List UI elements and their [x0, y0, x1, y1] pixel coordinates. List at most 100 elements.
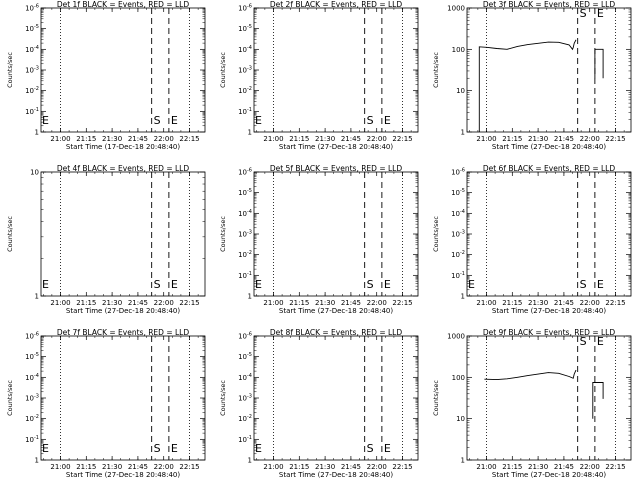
x-tick-label: 22:00: [367, 463, 387, 471]
y-tick-exponent: -1: [247, 271, 252, 277]
x-tick-label: 22:15: [392, 135, 412, 143]
x-tick-label: 21:00: [50, 463, 70, 471]
x-axis-label: Start Time (27-Dec-18 20:48:40): [66, 307, 180, 315]
x-tick-label: 21:00: [263, 463, 283, 471]
x-tick-label: 22:00: [580, 135, 600, 143]
y-tick-label: 10-1: [451, 271, 465, 280]
y-tick-label: 1: [461, 293, 465, 301]
x-tick-label: 21:30: [315, 463, 335, 471]
y-tick-exponent: -1: [34, 435, 39, 441]
x-tick-label: 22:00: [367, 135, 387, 143]
y-axis-label: Counts/sec: [6, 216, 14, 252]
y-tick-exponent: -2: [247, 414, 252, 420]
detector-panel: Det 9f BLACK = Events, RED = LLD 21:00 21:…: [432, 328, 632, 479]
plot-frame: [40, 7, 206, 133]
x-tick-label: 21:00: [476, 463, 496, 471]
y-tick-label: 10-3: [238, 230, 252, 239]
y-tick-label: 10-3: [451, 230, 465, 239]
y-tick-exponent: -2: [34, 414, 39, 420]
y-tick-label: 10-4: [238, 45, 252, 54]
y-tick-exponent: -6: [34, 4, 39, 10]
event-rate-line: [484, 369, 577, 381]
y-tick-exponent: -3: [460, 230, 465, 236]
y-tick-exponent: -5: [247, 352, 252, 358]
y-axis-label: Counts/sec: [432, 216, 440, 252]
y-tick-exponent: -3: [247, 394, 252, 400]
y-tick-exponent: -1: [247, 435, 252, 441]
y-tick-label: 10-6: [451, 168, 465, 177]
y-tick-exponent: -4: [34, 373, 39, 379]
x-tick-label: 22:15: [179, 135, 199, 143]
y-tick-label: 10-2: [238, 414, 252, 423]
marker-label: S: [367, 114, 374, 127]
x-tick-label: 21:15: [502, 299, 522, 307]
y-tick-exponent: -6: [247, 332, 252, 338]
y-tick-exponent: -2: [247, 250, 252, 256]
y-axis-label: Counts/sec: [219, 216, 227, 252]
x-tick-label: 22:15: [392, 299, 412, 307]
y-axis-label: Counts/sec: [219, 52, 227, 88]
marker-label: E: [597, 7, 604, 20]
y-axis-label: Counts/sec: [219, 380, 227, 416]
marker-label: S: [154, 278, 161, 291]
marker-label: E: [597, 335, 604, 348]
y-tick-label: 10-6: [238, 332, 252, 341]
detector-panel: Det 4f BLACK = Events, RED = LLD 21:00 21:…: [6, 164, 206, 315]
x-tick-label: 21:15: [502, 135, 522, 143]
y-tick-label: 10-1: [25, 435, 39, 444]
plot-frame: [40, 171, 206, 297]
x-tick-label: 21:30: [528, 299, 548, 307]
y-tick-exponent: -4: [460, 209, 465, 215]
x-axis-label: Start Time (17-Dec-18 20:48:40): [66, 143, 180, 151]
marker-label: E: [171, 442, 178, 455]
panel-title: Det 5f BLACK = Events, RED = LLD: [270, 164, 403, 173]
x-axis-label: Start Time (27-Dec-18 20:48:40): [66, 471, 180, 479]
x-tick-label: 22:15: [605, 135, 625, 143]
detector-panel: Det 7f BLACK = Events, RED = LLD 21:00 21:…: [6, 328, 206, 479]
x-tick-label: 21:45: [128, 463, 148, 471]
y-tick-exponent: -4: [34, 45, 39, 51]
x-tick-label: 21:15: [76, 463, 96, 471]
panel-title: Det 9f BLACK = Events, RED = LLD: [483, 328, 616, 337]
x-tick-label: 21:45: [341, 463, 361, 471]
panel-title: Det 4f BLACK = Events, RED = LLD: [57, 164, 190, 173]
plot-frame: [253, 7, 419, 133]
event-rate-line: [592, 382, 604, 419]
x-tick-label: 22:00: [154, 135, 174, 143]
marker-label: E: [384, 278, 391, 291]
y-tick-label: 10-1: [25, 107, 39, 116]
y-tick-label: 1: [35, 293, 39, 301]
y-tick-label: 1: [248, 457, 252, 465]
detector-panel: Det 8f BLACK = Events, RED = LLD 21:00 21:…: [219, 328, 419, 479]
y-tick-exponent: -1: [34, 107, 39, 113]
detector-panel: Det 6f BLACK = Events, RED = LLD 21:00 21:…: [432, 164, 632, 315]
x-tick-label: 21:15: [289, 299, 309, 307]
y-tick-exponent: -3: [247, 230, 252, 236]
marker-label: E: [468, 278, 475, 291]
panel-title: Det 7f BLACK = Events, RED = LLD: [57, 328, 190, 337]
x-tick-label: 22:15: [605, 299, 625, 307]
y-axis-label: Counts/sec: [6, 52, 14, 88]
x-tick-label: 21:00: [476, 135, 496, 143]
y-tick-exponent: -6: [34, 332, 39, 338]
y-tick-label: 10-3: [238, 66, 252, 75]
x-tick-label: 22:00: [154, 463, 174, 471]
y-tick-label: 10-5: [25, 24, 39, 33]
detector-panel: Det 3f BLACK = Events, RED = LLD 21:00 21:…: [432, 0, 632, 151]
marker-label: S: [367, 442, 374, 455]
x-axis-label: Start Time (27-Dec-18 20:48:40): [279, 143, 393, 151]
y-tick-label: 10-4: [25, 45, 39, 54]
y-tick-label: 10-5: [25, 352, 39, 361]
y-axis-label: Counts/sec: [432, 52, 440, 88]
x-axis-label: Start Time (27-Dec-18 20:48:40): [492, 307, 606, 315]
x-tick-label: 21:15: [502, 463, 522, 471]
x-tick-label: 22:15: [179, 299, 199, 307]
marker-label: E: [42, 278, 49, 291]
y-tick-exponent: -3: [34, 394, 39, 400]
event-rate-line: [594, 48, 604, 79]
panel-title: Det 6f BLACK = Events, RED = LLD: [483, 164, 616, 173]
marker-label: E: [171, 114, 178, 127]
plot-frame: [40, 335, 206, 461]
x-tick-label: 21:00: [50, 135, 70, 143]
y-tick-label: 10-5: [238, 188, 252, 197]
